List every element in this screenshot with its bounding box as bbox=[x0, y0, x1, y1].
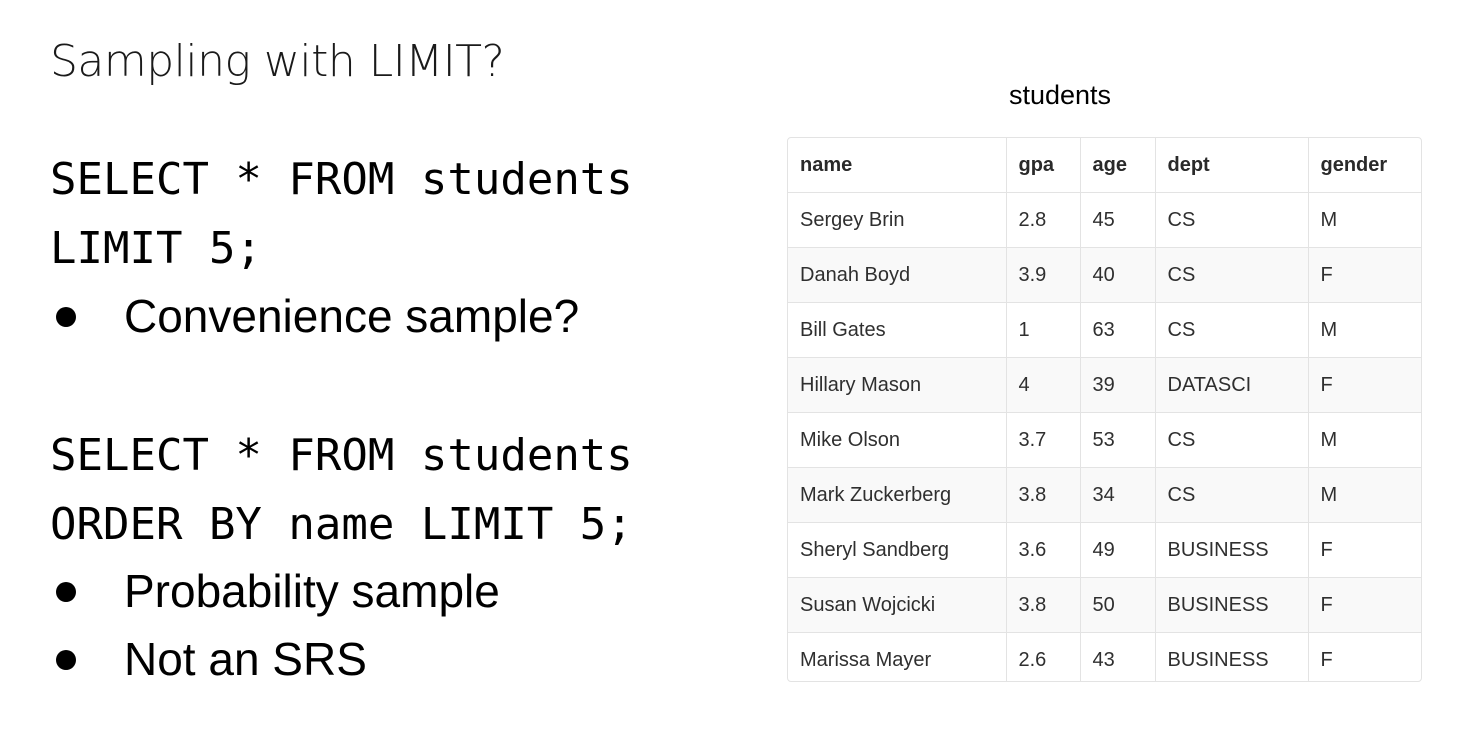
table-row: Danah Boyd 3.9 40 CS F bbox=[788, 247, 1421, 303]
table-row: Sergey Brin 2.8 45 CS M bbox=[788, 192, 1421, 248]
cell-gpa: 4 bbox=[1005, 357, 1081, 413]
cell-dept: BUSINESS bbox=[1154, 577, 1309, 633]
cell-dept: CS bbox=[1154, 247, 1309, 303]
cell-name: Sergey Brin bbox=[788, 192, 1007, 248]
table-header-row: name gpa age dept gender bbox=[788, 138, 1421, 193]
cell-name: Marissa Mayer bbox=[788, 632, 1007, 681]
cell-age: 50 bbox=[1079, 577, 1156, 633]
cell-dept: BUSINESS bbox=[1154, 522, 1309, 578]
table-row: Mike Olson 3.7 53 CS M bbox=[788, 412, 1421, 468]
cell-name: Sheryl Sandberg bbox=[788, 522, 1007, 578]
cell-name: Danah Boyd bbox=[788, 247, 1007, 303]
bullet-text: Probability sample bbox=[124, 565, 500, 617]
cell-age: 40 bbox=[1079, 247, 1156, 303]
bullet-dot-icon bbox=[56, 306, 76, 327]
column-header-gender: gender bbox=[1307, 138, 1421, 193]
table-row: Marissa Mayer 2.6 43 BUSINESS F bbox=[788, 632, 1421, 681]
cell-gpa: 3.8 bbox=[1005, 467, 1081, 523]
cell-gender: F bbox=[1307, 632, 1421, 681]
bullet-probability: Probability sample bbox=[56, 563, 500, 619]
cell-dept: BUSINESS bbox=[1154, 632, 1309, 681]
cell-age: 34 bbox=[1079, 467, 1156, 523]
cell-name: Susan Wojcicki bbox=[788, 577, 1007, 633]
column-header-name: name bbox=[788, 138, 1007, 193]
table-row: Sheryl Sandberg 3.6 49 BUSINESS F bbox=[788, 522, 1421, 578]
query2-line2: ORDER BY name LIMIT 5; bbox=[50, 499, 633, 550]
cell-gender: F bbox=[1307, 577, 1421, 633]
cell-gpa: 2.8 bbox=[1005, 192, 1081, 248]
cell-dept: DATASCI bbox=[1154, 357, 1309, 413]
cell-name: Bill Gates bbox=[788, 302, 1007, 358]
bullet-text: Not an SRS bbox=[124, 633, 367, 685]
bullet-text: Convenience sample? bbox=[124, 290, 580, 342]
cell-gender: M bbox=[1307, 467, 1421, 523]
cell-gpa: 3.6 bbox=[1005, 522, 1081, 578]
column-header-dept: dept bbox=[1154, 138, 1309, 193]
cell-gpa: 3.9 bbox=[1005, 247, 1081, 303]
table-row: Mark Zuckerberg 3.8 34 CS M bbox=[788, 467, 1421, 523]
cell-gpa: 2.6 bbox=[1005, 632, 1081, 681]
cell-gender: M bbox=[1307, 412, 1421, 468]
cell-dept: CS bbox=[1154, 412, 1309, 468]
table-row: Bill Gates 1 63 CS M bbox=[788, 302, 1421, 358]
cell-dept: CS bbox=[1154, 467, 1309, 523]
table-caption: students bbox=[1008, 80, 1112, 110]
bullet-not-srs: Not an SRS bbox=[56, 631, 367, 687]
cell-age: 53 bbox=[1079, 412, 1156, 468]
bullet-convenience: Convenience sample? bbox=[56, 288, 579, 344]
bullet-dot-icon bbox=[56, 581, 76, 602]
cell-age: 45 bbox=[1079, 192, 1156, 248]
cell-gender: F bbox=[1307, 247, 1421, 303]
cell-name: Mark Zuckerberg bbox=[788, 467, 1007, 523]
table-row: Hillary Mason 4 39 DATASCI F bbox=[788, 357, 1421, 413]
column-header-age: age bbox=[1079, 138, 1156, 193]
cell-age: 49 bbox=[1079, 522, 1156, 578]
bullet-dot-icon bbox=[56, 649, 76, 670]
cell-gender: M bbox=[1307, 192, 1421, 248]
query1-line1: SELECT * FROM students bbox=[50, 154, 633, 205]
cell-gpa: 1 bbox=[1005, 302, 1081, 358]
students-table-container: name gpa age dept gender Sergey Brin 2.8… bbox=[787, 137, 1422, 682]
cell-name: Mike Olson bbox=[788, 412, 1007, 468]
cell-age: 63 bbox=[1079, 302, 1156, 358]
cell-gpa: 3.8 bbox=[1005, 577, 1081, 633]
cell-dept: CS bbox=[1154, 192, 1309, 248]
cell-name: Hillary Mason bbox=[788, 357, 1007, 413]
column-header-gpa: gpa bbox=[1005, 138, 1081, 193]
cell-dept: CS bbox=[1154, 302, 1309, 358]
slide-title: Sampling with LIMIT? bbox=[50, 36, 505, 87]
query1-line2: LIMIT 5; bbox=[50, 223, 262, 274]
cell-gender: M bbox=[1307, 302, 1421, 358]
students-table: name gpa age dept gender Sergey Brin 2.8… bbox=[788, 138, 1421, 681]
cell-gender: F bbox=[1307, 522, 1421, 578]
cell-gpa: 3.7 bbox=[1005, 412, 1081, 468]
table-row: Susan Wojcicki 3.8 50 BUSINESS F bbox=[788, 577, 1421, 633]
cell-gender: F bbox=[1307, 357, 1421, 413]
cell-age: 39 bbox=[1079, 357, 1156, 413]
query2-line1: SELECT * FROM students bbox=[50, 430, 633, 481]
cell-age: 43 bbox=[1079, 632, 1156, 681]
